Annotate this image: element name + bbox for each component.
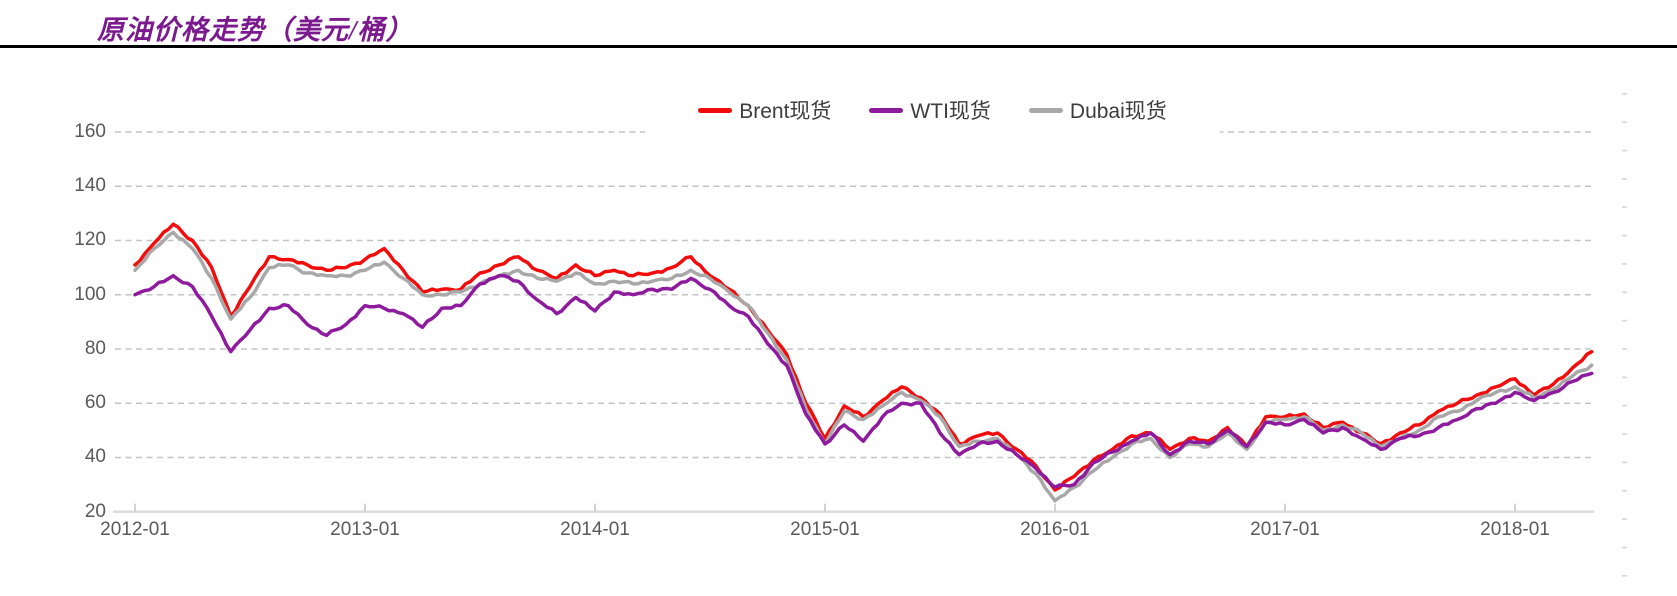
x-tick-label: 2015-01 xyxy=(790,519,860,540)
right-edge-tick xyxy=(1622,178,1627,180)
y-tick-label: 100 xyxy=(74,283,106,305)
legend-label-wti: WTI现货 xyxy=(910,100,991,123)
y-tick-label: 80 xyxy=(84,337,106,359)
right-edge-tick xyxy=(1622,93,1627,95)
legend-swatch-dubai xyxy=(1028,107,1063,113)
right-edge-tick xyxy=(1622,376,1627,379)
legend-label-brent: Brent现货 xyxy=(739,100,832,123)
series-line-dubai xyxy=(133,230,1594,503)
y-tick-label: 140 xyxy=(74,175,106,197)
x-tick-label: 2012-01 xyxy=(100,519,170,540)
y-tick-label: 20 xyxy=(84,500,106,522)
right-edge-tick xyxy=(1622,518,1627,520)
right-edge-tick xyxy=(1622,546,1627,549)
right-edge-tick xyxy=(1622,291,1627,294)
right-edge-tick xyxy=(1622,461,1627,464)
x-tick-label: 2018-01 xyxy=(1480,519,1550,540)
legend-item-wti: WTI现货 xyxy=(869,95,991,125)
legend-item-dubai: Dubai现货 xyxy=(1028,95,1167,125)
chart-legend: Brent现货 WTI现货 Dubai现货 xyxy=(645,86,1220,134)
chart-title: 原油价格走势（美元/桶） xyxy=(97,15,414,45)
legend-item-brent: Brent现货 xyxy=(698,95,831,125)
right-edge-tick xyxy=(1622,574,1627,577)
right-edge-tick xyxy=(1622,206,1627,209)
title-underline xyxy=(0,45,1677,48)
x-tick-label: 2017-01 xyxy=(1250,519,1320,540)
right-edge-tick xyxy=(1622,404,1627,407)
right-edge-tick xyxy=(1622,348,1627,350)
right-edge-tick xyxy=(1622,234,1627,237)
right-edge-tick xyxy=(1622,319,1627,322)
y-tick-label: 120 xyxy=(74,229,106,251)
right-edge-tick xyxy=(1622,489,1627,492)
series-line-brent xyxy=(133,222,1594,492)
x-tick-label: 2016-01 xyxy=(1020,519,1090,540)
legend-swatch-brent xyxy=(698,107,733,113)
y-tick-label: 40 xyxy=(84,446,106,468)
legend-swatch-wti xyxy=(869,107,904,113)
series-line-wti xyxy=(133,273,1594,490)
y-tick-label: 160 xyxy=(74,121,106,142)
legend-label-dubai: Dubai现货 xyxy=(1069,100,1167,123)
y-tick-label: 60 xyxy=(84,392,106,414)
right-edge-tick xyxy=(1622,121,1627,124)
right-edge-tick xyxy=(1622,433,1627,435)
x-tick-label: 2013-01 xyxy=(330,519,400,540)
x-tick-label: 2014-01 xyxy=(560,519,630,540)
right-edge-tick xyxy=(1622,263,1627,265)
right-edge-tick xyxy=(1622,149,1627,152)
